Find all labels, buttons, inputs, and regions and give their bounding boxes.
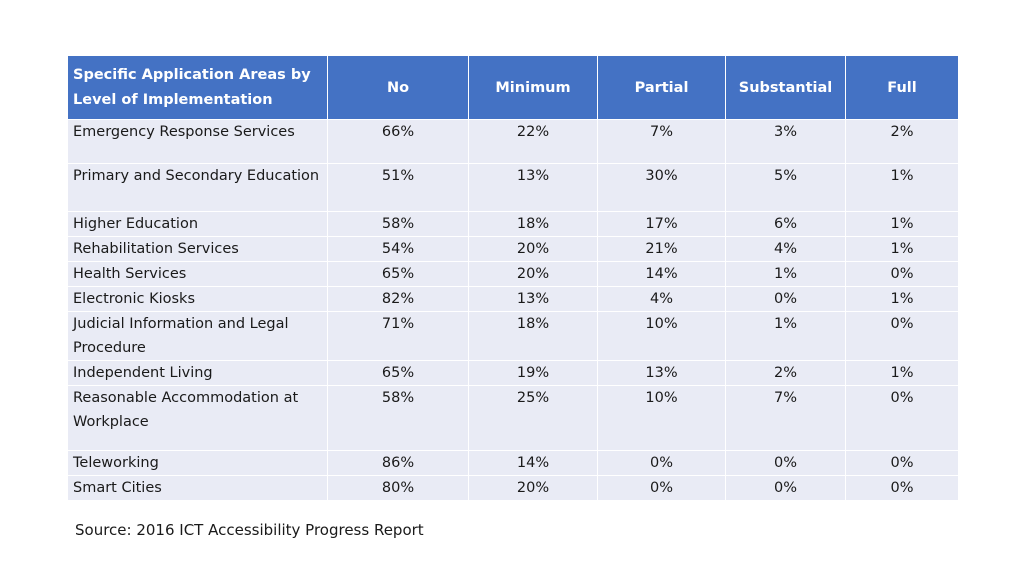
- table-row: Electronic Kiosks 82% 13% 4% 0% 1%: [67, 286, 959, 312]
- cell-partial: 14%: [597, 261, 726, 287]
- cell-no: 80%: [327, 475, 469, 501]
- cell-partial: 10%: [597, 385, 726, 451]
- cell-no: 86%: [327, 450, 469, 476]
- table-row: Emergency Response Services 66% 22% 7% 3…: [67, 119, 959, 164]
- cell-partial: 17%: [597, 211, 726, 237]
- cell-minimum: 14%: [468, 450, 598, 476]
- cell-partial: 30%: [597, 163, 726, 212]
- cell-minimum: 20%: [468, 261, 598, 287]
- row-label: Electronic Kiosks: [67, 286, 328, 312]
- cell-substantial: 0%: [725, 475, 846, 501]
- cell-no: 82%: [327, 286, 469, 312]
- cell-substantial: 4%: [725, 236, 846, 262]
- cell-partial: 13%: [597, 360, 726, 386]
- row-label: Higher Education: [67, 211, 328, 237]
- cell-partial: 4%: [597, 286, 726, 312]
- cell-no: 58%: [327, 211, 469, 237]
- cell-full: 2%: [845, 119, 959, 164]
- table-header-row: Specific Application Areas by Level of I…: [67, 55, 959, 120]
- cell-full: 1%: [845, 360, 959, 386]
- cell-substantial: 1%: [725, 311, 846, 361]
- table-row: Smart Cities 80% 20% 0% 0% 0%: [67, 475, 959, 501]
- row-label: Rehabilitation Services: [67, 236, 328, 262]
- cell-substantial: 0%: [725, 450, 846, 476]
- table-row: Teleworking 86% 14% 0% 0% 0%: [67, 450, 959, 476]
- cell-partial: 0%: [597, 475, 726, 501]
- cell-partial: 21%: [597, 236, 726, 262]
- cell-minimum: 22%: [468, 119, 598, 164]
- table-row: Independent Living 65% 19% 13% 2% 1%: [67, 360, 959, 386]
- cell-minimum: 18%: [468, 211, 598, 237]
- table-row: Health Services 65% 20% 14% 1% 0%: [67, 261, 959, 287]
- cell-substantial: 1%: [725, 261, 846, 287]
- implementation-table: Specific Application Areas by Level of I…: [67, 55, 959, 501]
- cell-partial: 7%: [597, 119, 726, 164]
- row-label: Emergency Response Services: [67, 119, 328, 164]
- cell-full: 1%: [845, 286, 959, 312]
- cell-no: 66%: [327, 119, 469, 164]
- cell-minimum: 20%: [468, 236, 598, 262]
- cell-no: 58%: [327, 385, 469, 451]
- cell-substantial: 2%: [725, 360, 846, 386]
- cell-no: 65%: [327, 360, 469, 386]
- cell-full: 0%: [845, 475, 959, 501]
- cell-full: 0%: [845, 311, 959, 361]
- row-label: Independent Living: [67, 360, 328, 386]
- cell-minimum: 13%: [468, 163, 598, 212]
- row-label: Teleworking: [67, 450, 328, 476]
- row-label: Judicial Information and Legal Procedure: [67, 311, 328, 361]
- cell-minimum: 20%: [468, 475, 598, 501]
- cell-partial: 0%: [597, 450, 726, 476]
- cell-full: 0%: [845, 450, 959, 476]
- row-label: Primary and Secondary Education: [67, 163, 328, 212]
- header-minimum: Minimum: [468, 55, 598, 120]
- cell-no: 51%: [327, 163, 469, 212]
- header-no: No: [327, 55, 469, 120]
- cell-full: 1%: [845, 163, 959, 212]
- header-substantial: Substantial: [725, 55, 846, 120]
- cell-no: 54%: [327, 236, 469, 262]
- header-partial: Partial: [597, 55, 726, 120]
- cell-full: 0%: [845, 385, 959, 451]
- table-row: Primary and Secondary Education 51% 13% …: [67, 163, 959, 212]
- table-row: Reasonable Accommodation at Workplace 58…: [67, 385, 959, 451]
- cell-substantial: 7%: [725, 385, 846, 451]
- cell-full: 1%: [845, 211, 959, 237]
- cell-full: 1%: [845, 236, 959, 262]
- cell-substantial: 5%: [725, 163, 846, 212]
- cell-minimum: 25%: [468, 385, 598, 451]
- table-row: Rehabilitation Services 54% 20% 21% 4% 1…: [67, 236, 959, 262]
- cell-partial: 10%: [597, 311, 726, 361]
- table-row: Higher Education 58% 18% 17% 6% 1%: [67, 211, 959, 237]
- row-label: Smart Cities: [67, 475, 328, 501]
- cell-minimum: 13%: [468, 286, 598, 312]
- cell-minimum: 18%: [468, 311, 598, 361]
- table-row: Judicial Information and Legal Procedure…: [67, 311, 959, 361]
- source-note: Source: 2016 ICT Accessibility Progress …: [75, 521, 424, 539]
- header-full: Full: [845, 55, 959, 120]
- cell-no: 71%: [327, 311, 469, 361]
- row-label: Reasonable Accommodation at Workplace: [67, 385, 328, 451]
- row-label: Health Services: [67, 261, 328, 287]
- cell-substantial: 0%: [725, 286, 846, 312]
- cell-full: 0%: [845, 261, 959, 287]
- cell-substantial: 6%: [725, 211, 846, 237]
- cell-minimum: 19%: [468, 360, 598, 386]
- header-application-area: Specific Application Areas by Level of I…: [67, 55, 328, 120]
- cell-substantial: 3%: [725, 119, 846, 164]
- cell-no: 65%: [327, 261, 469, 287]
